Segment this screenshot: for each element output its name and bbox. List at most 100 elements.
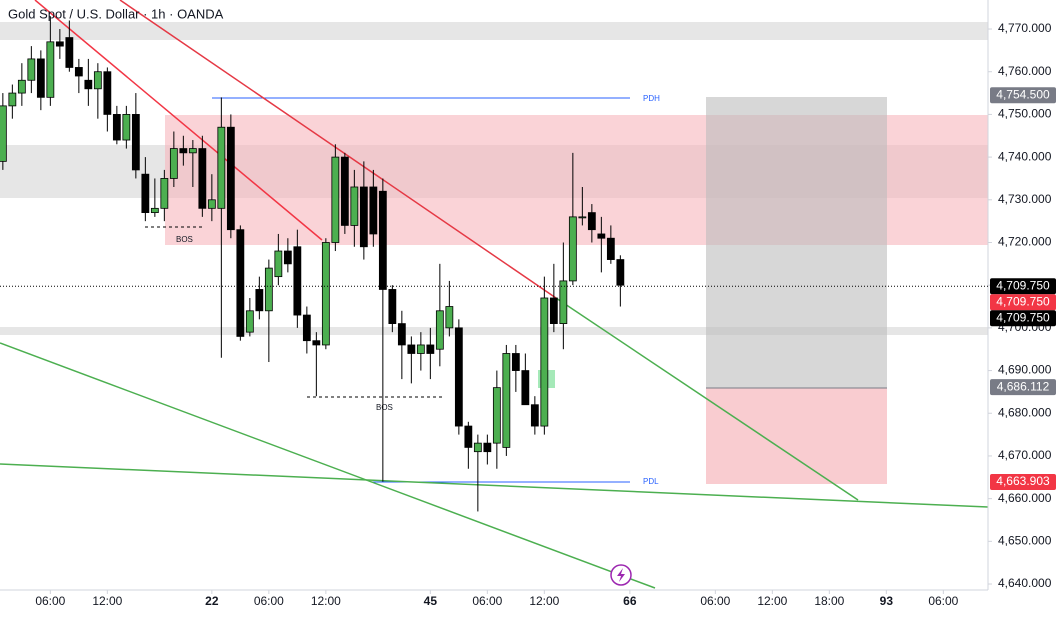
candle-body — [331, 156, 340, 243]
candle-body — [606, 237, 615, 260]
drawings: PDH PDL BOS BOS — [0, 0, 989, 589]
price-label: 4,709.750 — [996, 294, 1050, 308]
candle-body — [93, 71, 102, 90]
y-tick-label: 4,740.000 — [998, 149, 1052, 163]
candle-body — [302, 314, 311, 342]
price-label: 4,663.903 — [996, 474, 1050, 488]
candle-body — [84, 79, 93, 90]
candle-body — [293, 246, 302, 316]
trend-line — [555, 297, 859, 501]
candle-body — [426, 344, 435, 354]
x-tick-label: 06:00 — [254, 594, 284, 608]
candle-body — [492, 387, 501, 444]
price-label-box — [990, 379, 1056, 396]
candle-body — [245, 310, 254, 333]
candle-body — [369, 186, 378, 235]
candle-body — [350, 186, 359, 226]
candle-body — [150, 207, 159, 214]
candle-body — [207, 199, 216, 209]
y-tick-label: 4,730.000 — [998, 192, 1052, 206]
annotation: BOS — [376, 403, 393, 412]
x-tick-label: 06:00 — [928, 594, 958, 608]
y-tick-label: 4,760.000 — [998, 64, 1052, 78]
position-target — [706, 97, 887, 388]
price-label: 4,754.500 — [996, 87, 1050, 101]
candle-body — [521, 370, 530, 406]
candle-body — [502, 353, 511, 448]
candle-body — [122, 114, 131, 141]
price-label: 4,709.750 — [996, 278, 1050, 292]
y-tick-label: 4,770.000 — [998, 21, 1052, 35]
candle-body — [226, 126, 235, 231]
price-label: 4,709.750 — [996, 310, 1050, 324]
candle-body — [46, 41, 55, 98]
annotation: PDH — [643, 94, 660, 103]
x-tick-label: 93 — [880, 594, 894, 608]
candle-body — [198, 148, 207, 209]
y-tick-label: 4,650.000 — [998, 534, 1052, 548]
y-tick-label: 4,680.000 — [998, 405, 1052, 419]
candle-body — [217, 126, 226, 209]
x-tick-label: 12:00 — [311, 594, 341, 608]
x-tick-label: 12:00 — [529, 594, 559, 608]
trend-line — [0, 463, 989, 508]
marks — [0, 16, 625, 512]
price-label-box — [990, 473, 1056, 490]
x-tick-label: 12:00 — [92, 594, 122, 608]
candle-body — [407, 344, 416, 354]
price-label-box — [990, 278, 1056, 295]
trend-line — [34, 0, 323, 241]
candle-body — [255, 289, 264, 312]
candle-body — [0, 105, 7, 162]
candle-body — [74, 67, 83, 77]
price-label: 4,686.112 — [997, 379, 1050, 393]
candle-body — [597, 233, 606, 239]
x-tick-label: 12:00 — [757, 594, 787, 608]
candle-body — [483, 442, 492, 453]
candle-body — [397, 323, 406, 346]
candle-body — [435, 310, 444, 350]
candle-body — [464, 425, 473, 448]
y-tick-label: 4,670.000 — [998, 448, 1052, 462]
x-tick-label: 06:00 — [35, 594, 65, 608]
y-tick-label: 4,750.000 — [998, 107, 1052, 121]
candle-body — [236, 229, 245, 337]
zone — [0, 327, 988, 335]
candle-body — [169, 148, 178, 179]
candle-body — [131, 114, 140, 171]
x-tick-label: 45 — [424, 594, 438, 608]
candle-body — [55, 41, 64, 47]
zone — [0, 22, 988, 40]
candle-body — [587, 212, 596, 231]
chart-title: Gold Spot / U.S. Dollar · 1h · OANDA — [8, 6, 224, 21]
candle-body — [359, 186, 368, 248]
candle-body — [8, 92, 17, 107]
candle-body — [473, 442, 482, 453]
annotation: BOS — [176, 235, 193, 244]
candle-body — [283, 250, 292, 265]
trend-line — [119, 0, 557, 299]
x-tick-label: 22 — [205, 594, 219, 608]
candle-body — [141, 173, 150, 214]
position-stop — [706, 388, 887, 484]
candle-body — [340, 156, 349, 226]
candle-body — [188, 148, 197, 154]
candle-body — [36, 58, 45, 98]
candle-body — [378, 190, 387, 290]
y-tick-label: 4,660.000 — [998, 491, 1052, 505]
candle-body — [27, 58, 36, 81]
candle-body — [321, 242, 330, 346]
x-tick-label: 06:00 — [472, 594, 502, 608]
candle-body — [388, 289, 397, 325]
y-tick-label: 4,690.000 — [998, 363, 1052, 377]
candle-body — [264, 267, 273, 312]
candle-body — [511, 353, 520, 371]
candle-body — [17, 79, 26, 94]
candle-body — [559, 280, 568, 325]
x-tick-label: 18:00 — [814, 594, 844, 608]
y-tick-label: 4,720.000 — [998, 235, 1052, 249]
candle-body — [549, 297, 558, 325]
candle-body — [103, 71, 112, 115]
x-tick-label: 66 — [623, 594, 637, 608]
